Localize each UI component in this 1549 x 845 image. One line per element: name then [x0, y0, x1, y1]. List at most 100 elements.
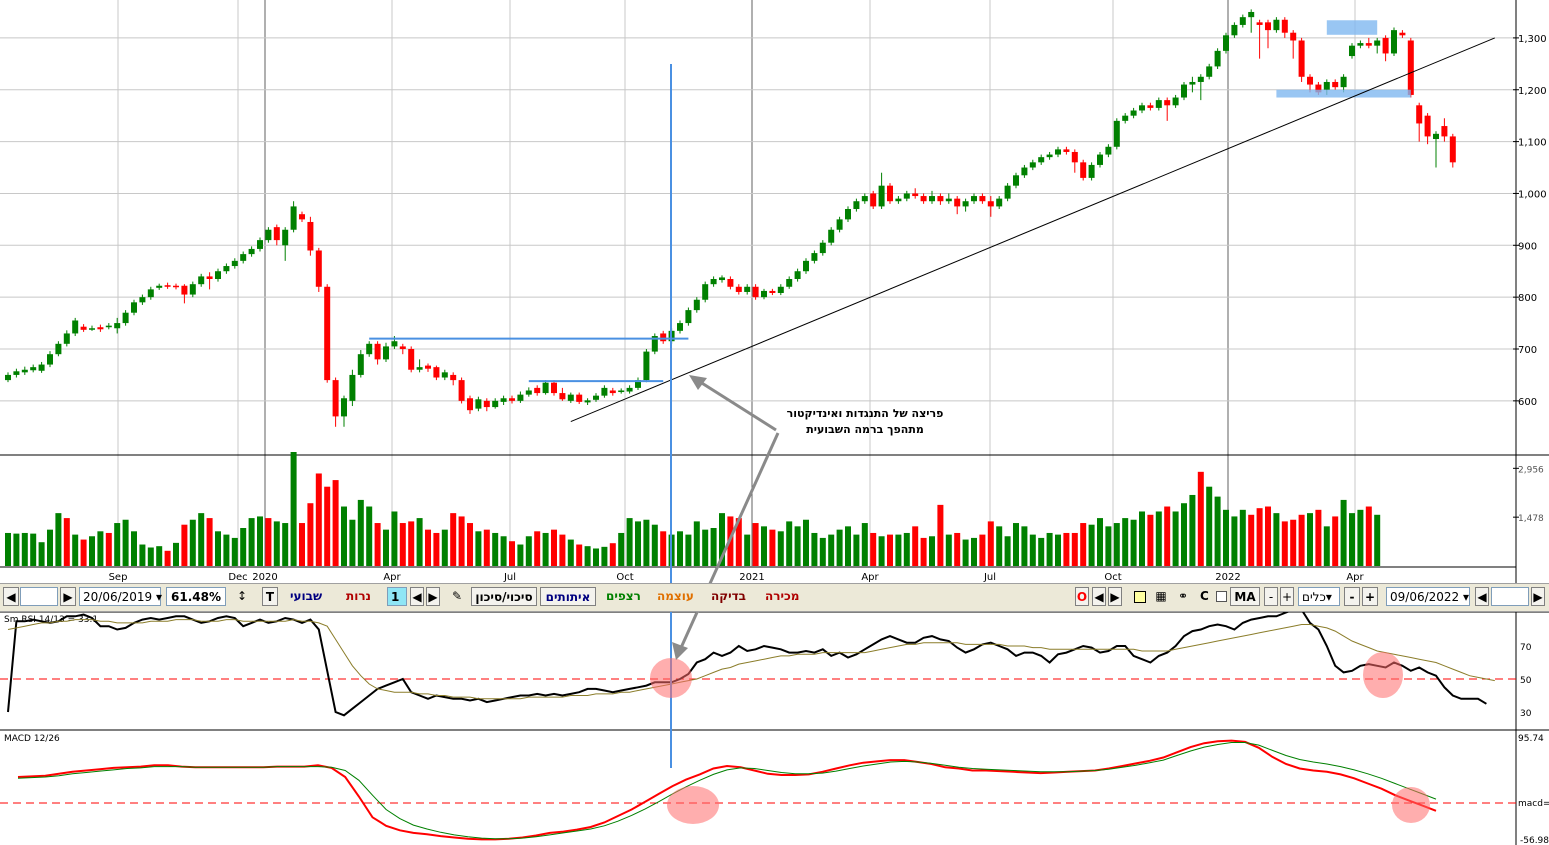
nav-right-button[interactable]: ▶ — [1108, 587, 1122, 606]
x-tick-label: Oct — [616, 572, 633, 583]
vertical-resize-icon[interactable]: ↕ — [236, 589, 248, 603]
ma-checkbox[interactable] — [1216, 587, 1228, 606]
volume-bar — [593, 548, 599, 566]
highlight-zone — [1326, 20, 1378, 35]
zoom-in-button[interactable]: + — [1362, 587, 1378, 606]
candle-body — [752, 286, 759, 298]
candle-body — [1391, 30, 1397, 54]
volume-bar — [509, 541, 515, 566]
candle-body — [912, 193, 919, 197]
candle-body — [744, 286, 751, 292]
volume-bar — [971, 537, 977, 566]
candles-button[interactable]: נרות — [346, 589, 371, 603]
volume-bar — [30, 533, 37, 566]
candle-body — [853, 201, 860, 210]
candle-body — [1147, 105, 1154, 108]
volume-bar — [114, 523, 121, 566]
candle-body — [475, 399, 482, 409]
ma-button[interactable]: MA — [1230, 587, 1260, 606]
strength-button[interactable]: עוצמה — [657, 589, 694, 603]
start-date-select[interactable]: 20/06/2019 ▾ — [79, 587, 162, 606]
candle-body — [861, 196, 868, 202]
grid-icon[interactable]: ▦ — [1155, 589, 1167, 603]
weekly-button[interactable]: שבועי — [290, 589, 323, 603]
sale-button[interactable]: מכירה — [765, 589, 800, 603]
tools-select[interactable]: כלים▾ — [1298, 587, 1340, 606]
candle-body — [819, 242, 826, 254]
volume-bar — [139, 544, 146, 566]
volume-bar — [954, 532, 961, 566]
volume-bar — [215, 531, 221, 566]
scroll-left-button[interactable]: ◀ — [3, 587, 19, 606]
x-tick-label: Oct — [1104, 572, 1121, 583]
plus-small-button[interactable]: + — [1280, 587, 1294, 606]
end-scroll-track[interactable] — [1491, 587, 1529, 606]
period-up-button[interactable]: ▶ — [426, 587, 440, 606]
candle-body — [1097, 154, 1103, 165]
volume-bar — [828, 534, 835, 566]
scroll-right-button[interactable]: ▶ — [60, 587, 76, 606]
candle-body — [1071, 151, 1078, 163]
volume-bar — [198, 513, 205, 566]
nav-left-button[interactable]: ◀ — [1092, 587, 1106, 606]
volume-bar — [702, 529, 709, 566]
scroll-track[interactable] — [20, 587, 58, 606]
candle-body — [231, 260, 238, 267]
period-input[interactable]: 1 — [387, 587, 407, 606]
volume-bar — [845, 526, 851, 566]
volume-bar — [1080, 523, 1087, 566]
eraser-icon[interactable]: ✎ — [451, 589, 463, 603]
volume-bar — [366, 506, 373, 566]
volume-bar — [895, 534, 902, 566]
binoculars-icon[interactable]: ⚭ — [1177, 589, 1189, 603]
volume-bar — [307, 503, 314, 566]
end-scroll-left-button[interactable]: ◀ — [1475, 587, 1489, 606]
price-tick-label: 1,200 — [1518, 86, 1547, 97]
start-date-value: 20/06/2019 — [83, 590, 153, 604]
candle-body — [30, 367, 37, 371]
text-tool-button[interactable]: T — [262, 587, 278, 606]
volume-bar — [1273, 513, 1280, 566]
candle-body — [727, 279, 734, 287]
candle-body — [1441, 126, 1448, 137]
check-button[interactable]: בדיקה — [711, 589, 746, 603]
annotation-arrowhead — [689, 375, 707, 390]
c-button[interactable]: C — [1200, 589, 1209, 603]
volume-bar — [609, 543, 616, 566]
volume-bar — [819, 537, 826, 566]
candle-body — [1113, 120, 1120, 147]
end-date-select[interactable]: 09/06/2022 ▾ — [1386, 587, 1470, 606]
o-button[interactable]: O — [1075, 587, 1089, 606]
volume-bar — [181, 524, 188, 566]
candle-body — [996, 198, 1003, 207]
candle-body — [836, 219, 843, 230]
x-tick-label: Apr — [1346, 572, 1364, 583]
candle-body — [719, 277, 725, 281]
highlight-zone — [1276, 89, 1411, 98]
x-tick-label: Dec — [228, 572, 247, 583]
volume-bar — [156, 546, 163, 566]
candle-body — [777, 286, 784, 294]
continuous-button[interactable]: רצפים — [606, 589, 641, 603]
color-box-icon[interactable] — [1134, 587, 1148, 606]
end-scroll-right-button[interactable]: ▶ — [1531, 587, 1545, 606]
candle-body — [567, 394, 574, 401]
signals-button[interactable]: איתותים — [540, 587, 596, 606]
volume-bar — [542, 532, 549, 566]
minus-small-button[interactable]: - — [1264, 587, 1278, 606]
volume-bar — [467, 523, 473, 566]
candle-body — [979, 196, 986, 202]
rsi-panel: Sm.RSI 14/13 = 33.1 70 50 30 — [0, 608, 1549, 731]
volume-bar — [1013, 523, 1019, 566]
price-panel — [5, 9, 1495, 427]
x-tick-label: 2021 — [739, 572, 764, 583]
candle-body — [1105, 146, 1112, 155]
period-down-button[interactable]: ◀ — [410, 587, 424, 606]
candle-body — [1256, 22, 1263, 25]
risk-reward-button[interactable]: סיכוי/סיכון — [471, 587, 537, 606]
x-tick-label: Jul — [983, 572, 996, 583]
volume-bar — [1323, 526, 1330, 566]
zoom-out-button[interactable]: - — [1344, 587, 1360, 606]
volume-bar — [744, 534, 751, 566]
